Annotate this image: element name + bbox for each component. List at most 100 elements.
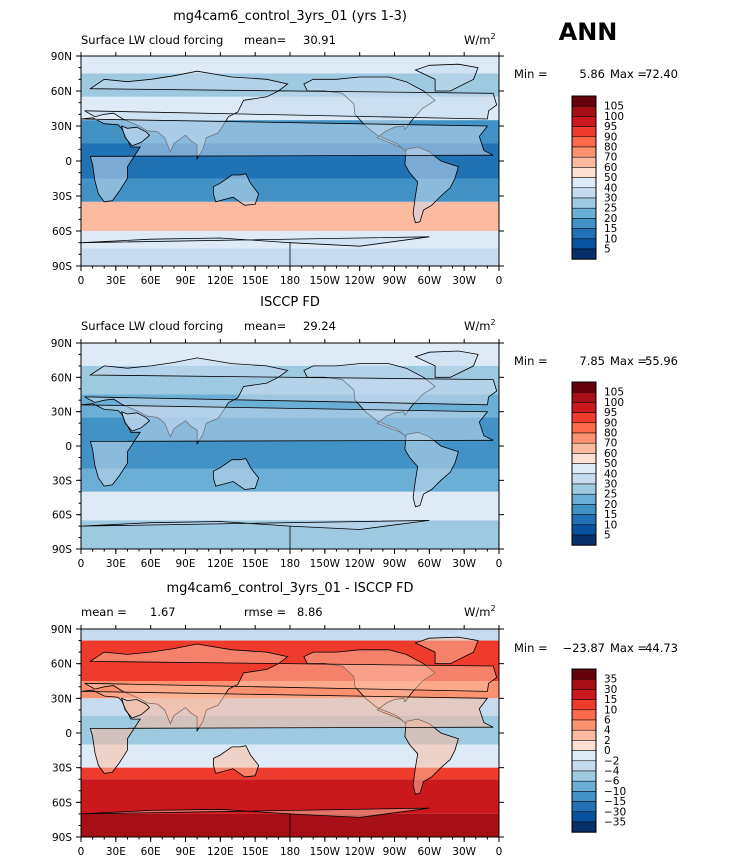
field-band (81, 178, 499, 202)
x-tick-label: 150W (310, 846, 341, 858)
x-tick-label: 120W (344, 846, 375, 858)
coastline-africa (81, 117, 494, 203)
colorbar-label: 40 (604, 182, 617, 194)
x-tick-label: 0 (78, 275, 85, 287)
colorbar-segment (571, 473, 597, 485)
colorbar-segment (571, 95, 597, 107)
colorbar-label: 10 (604, 704, 617, 716)
panel-title: ISCCP FD (260, 295, 320, 310)
y-tick-label: 60N (51, 659, 72, 671)
field-band (81, 744, 499, 768)
min-value: 5.86 (579, 67, 605, 81)
x-tick-label: 180 (280, 275, 300, 287)
colorbar-label: 10 (604, 233, 617, 245)
variable-label: Surface LW cloud forcing (81, 319, 223, 333)
min-label: Min = (514, 67, 548, 81)
coastline-greenland (414, 63, 479, 92)
colorbar-label: 95 (604, 407, 617, 419)
x-tick-label: 120W (344, 558, 375, 570)
colorbar-label: 80 (604, 142, 617, 154)
mean-value: 1.67 (150, 605, 176, 619)
colorbar-segment (571, 422, 597, 434)
y-tick-label: 90S (52, 261, 72, 273)
colorbar-segment (571, 770, 597, 782)
x-tick-label: 30W (452, 846, 476, 858)
field-band (81, 629, 499, 641)
colorbar-label: 90 (604, 417, 617, 429)
x-tick-label: 60W (417, 275, 441, 287)
y-tick-label: 90N (51, 624, 72, 636)
coastline-greenland (414, 636, 479, 665)
x-tick-label: 150W (310, 275, 341, 287)
colorbar-label: −4 (604, 766, 620, 778)
colorbar-segment (571, 136, 597, 148)
map-field (81, 629, 499, 837)
season-label: ANN (559, 18, 618, 46)
colorbar-segment (571, 534, 597, 546)
colorbar-segment (571, 709, 597, 721)
colorbar-segment (571, 238, 597, 250)
colorbar-label: 5 (604, 530, 611, 542)
min-label: Min = (514, 354, 548, 368)
y-tick-label: 30N (51, 121, 72, 133)
x-tick-label: 30W (452, 558, 476, 570)
x-tick-label: 150E (242, 846, 269, 858)
colorbar-label: −35 (604, 817, 626, 829)
variable-label: Surface LW cloud forcing (81, 33, 223, 47)
units-label: W/m2 (464, 318, 496, 333)
colorbar-label: −6 (604, 776, 620, 788)
colorbar-segment (571, 750, 597, 762)
y-tick-label: 90N (51, 51, 72, 63)
colorbar-segment (571, 156, 597, 168)
x-tick-label: 60E (141, 275, 161, 287)
colorbar-label: 20 (604, 499, 617, 511)
min-value: 7.85 (579, 354, 605, 368)
colorbar-segment (571, 791, 597, 802)
colorbar-segment (571, 432, 597, 444)
colorbar-segment (571, 402, 597, 413)
x-tick-label: 90W (383, 275, 407, 287)
coastline-antarctica (81, 520, 430, 549)
colorbar-label: 50 (604, 172, 617, 184)
colorbar-label: 6 (604, 715, 611, 727)
colorbar-label: 60 (604, 162, 617, 174)
colorbar-segment (571, 412, 597, 424)
colorbar-label: 20 (604, 213, 617, 225)
colorbar-segment (571, 146, 597, 158)
colorbar-label: −2 (604, 755, 619, 767)
mean-value: 29.24 (303, 319, 336, 333)
max-value: 44.73 (645, 641, 678, 655)
colorbar-label: 4 (604, 725, 611, 737)
x-tick-label: 0 (496, 558, 503, 570)
colorbar-segment (571, 719, 597, 731)
colorbar-segment (571, 391, 597, 403)
x-tick-label: 120E (207, 846, 234, 858)
colorbar-label: 100 (604, 111, 624, 123)
coastline-greenland (414, 350, 479, 378)
y-tick-label: 30S (52, 191, 72, 203)
x-tick-label: 150W (310, 558, 341, 570)
panel-2: ISCCP FD Surface LW cloud forcing mean= 29.… (51, 295, 678, 570)
colorbar-segment (571, 689, 597, 700)
colorbar-label: 35 (604, 674, 617, 686)
colorbar-segment (571, 463, 597, 475)
y-tick-label: 30N (51, 407, 72, 419)
colorbar-label: 30 (604, 193, 617, 205)
colorbar-segment (571, 524, 597, 536)
colorbar-frame (571, 668, 597, 833)
colorbar-label: 25 (604, 203, 617, 215)
coastline-antarctica (81, 236, 430, 266)
colorbar-label: 30 (604, 479, 617, 491)
y-tick-label: 30S (52, 763, 72, 775)
panel-3: mg4cam6_control_3yrs_01 - ISCCP FD mean =… (51, 581, 678, 858)
x-tick-label: 0 (496, 275, 503, 287)
y-tick-label: 90S (52, 544, 72, 556)
y-tick-label: 60N (51, 372, 72, 384)
colorbar-segment (571, 729, 597, 741)
units-superscript: 2 (490, 604, 495, 613)
coastline-australia (213, 458, 260, 490)
colorbar-label: 50 (604, 458, 617, 470)
colorbar-label: 5 (604, 244, 611, 256)
colorbar-segment (571, 381, 597, 393)
